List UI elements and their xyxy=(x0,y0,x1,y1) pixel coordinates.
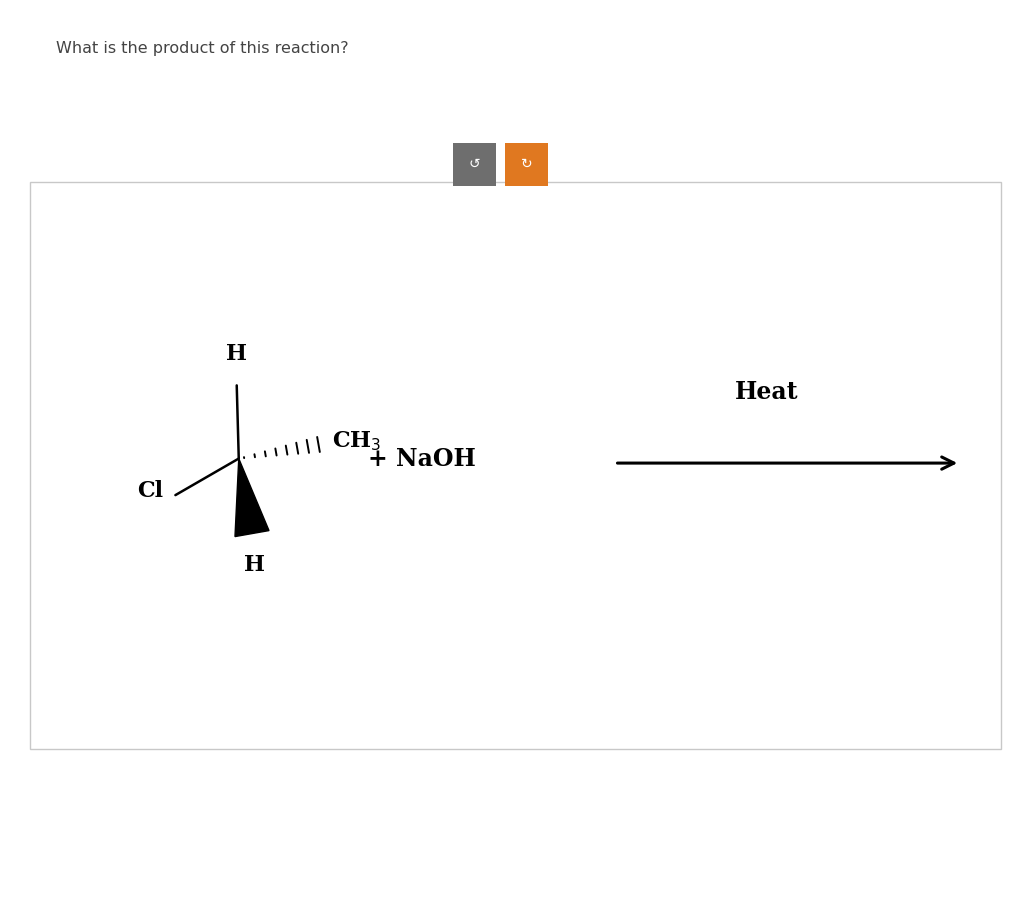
Polygon shape xyxy=(235,459,269,537)
Text: ↺: ↺ xyxy=(468,157,481,172)
Text: Cl: Cl xyxy=(137,480,164,502)
Text: H: H xyxy=(244,554,264,576)
Text: Heat: Heat xyxy=(736,380,799,404)
FancyBboxPatch shape xyxy=(453,143,496,186)
FancyBboxPatch shape xyxy=(30,182,1001,749)
Text: ↻: ↻ xyxy=(520,157,532,172)
FancyBboxPatch shape xyxy=(505,143,548,186)
Text: What is the product of this reaction?: What is the product of this reaction? xyxy=(56,41,348,56)
Text: CH$_3$: CH$_3$ xyxy=(332,429,381,452)
Text: H: H xyxy=(227,343,247,365)
Text: + NaOH: + NaOH xyxy=(368,447,475,470)
